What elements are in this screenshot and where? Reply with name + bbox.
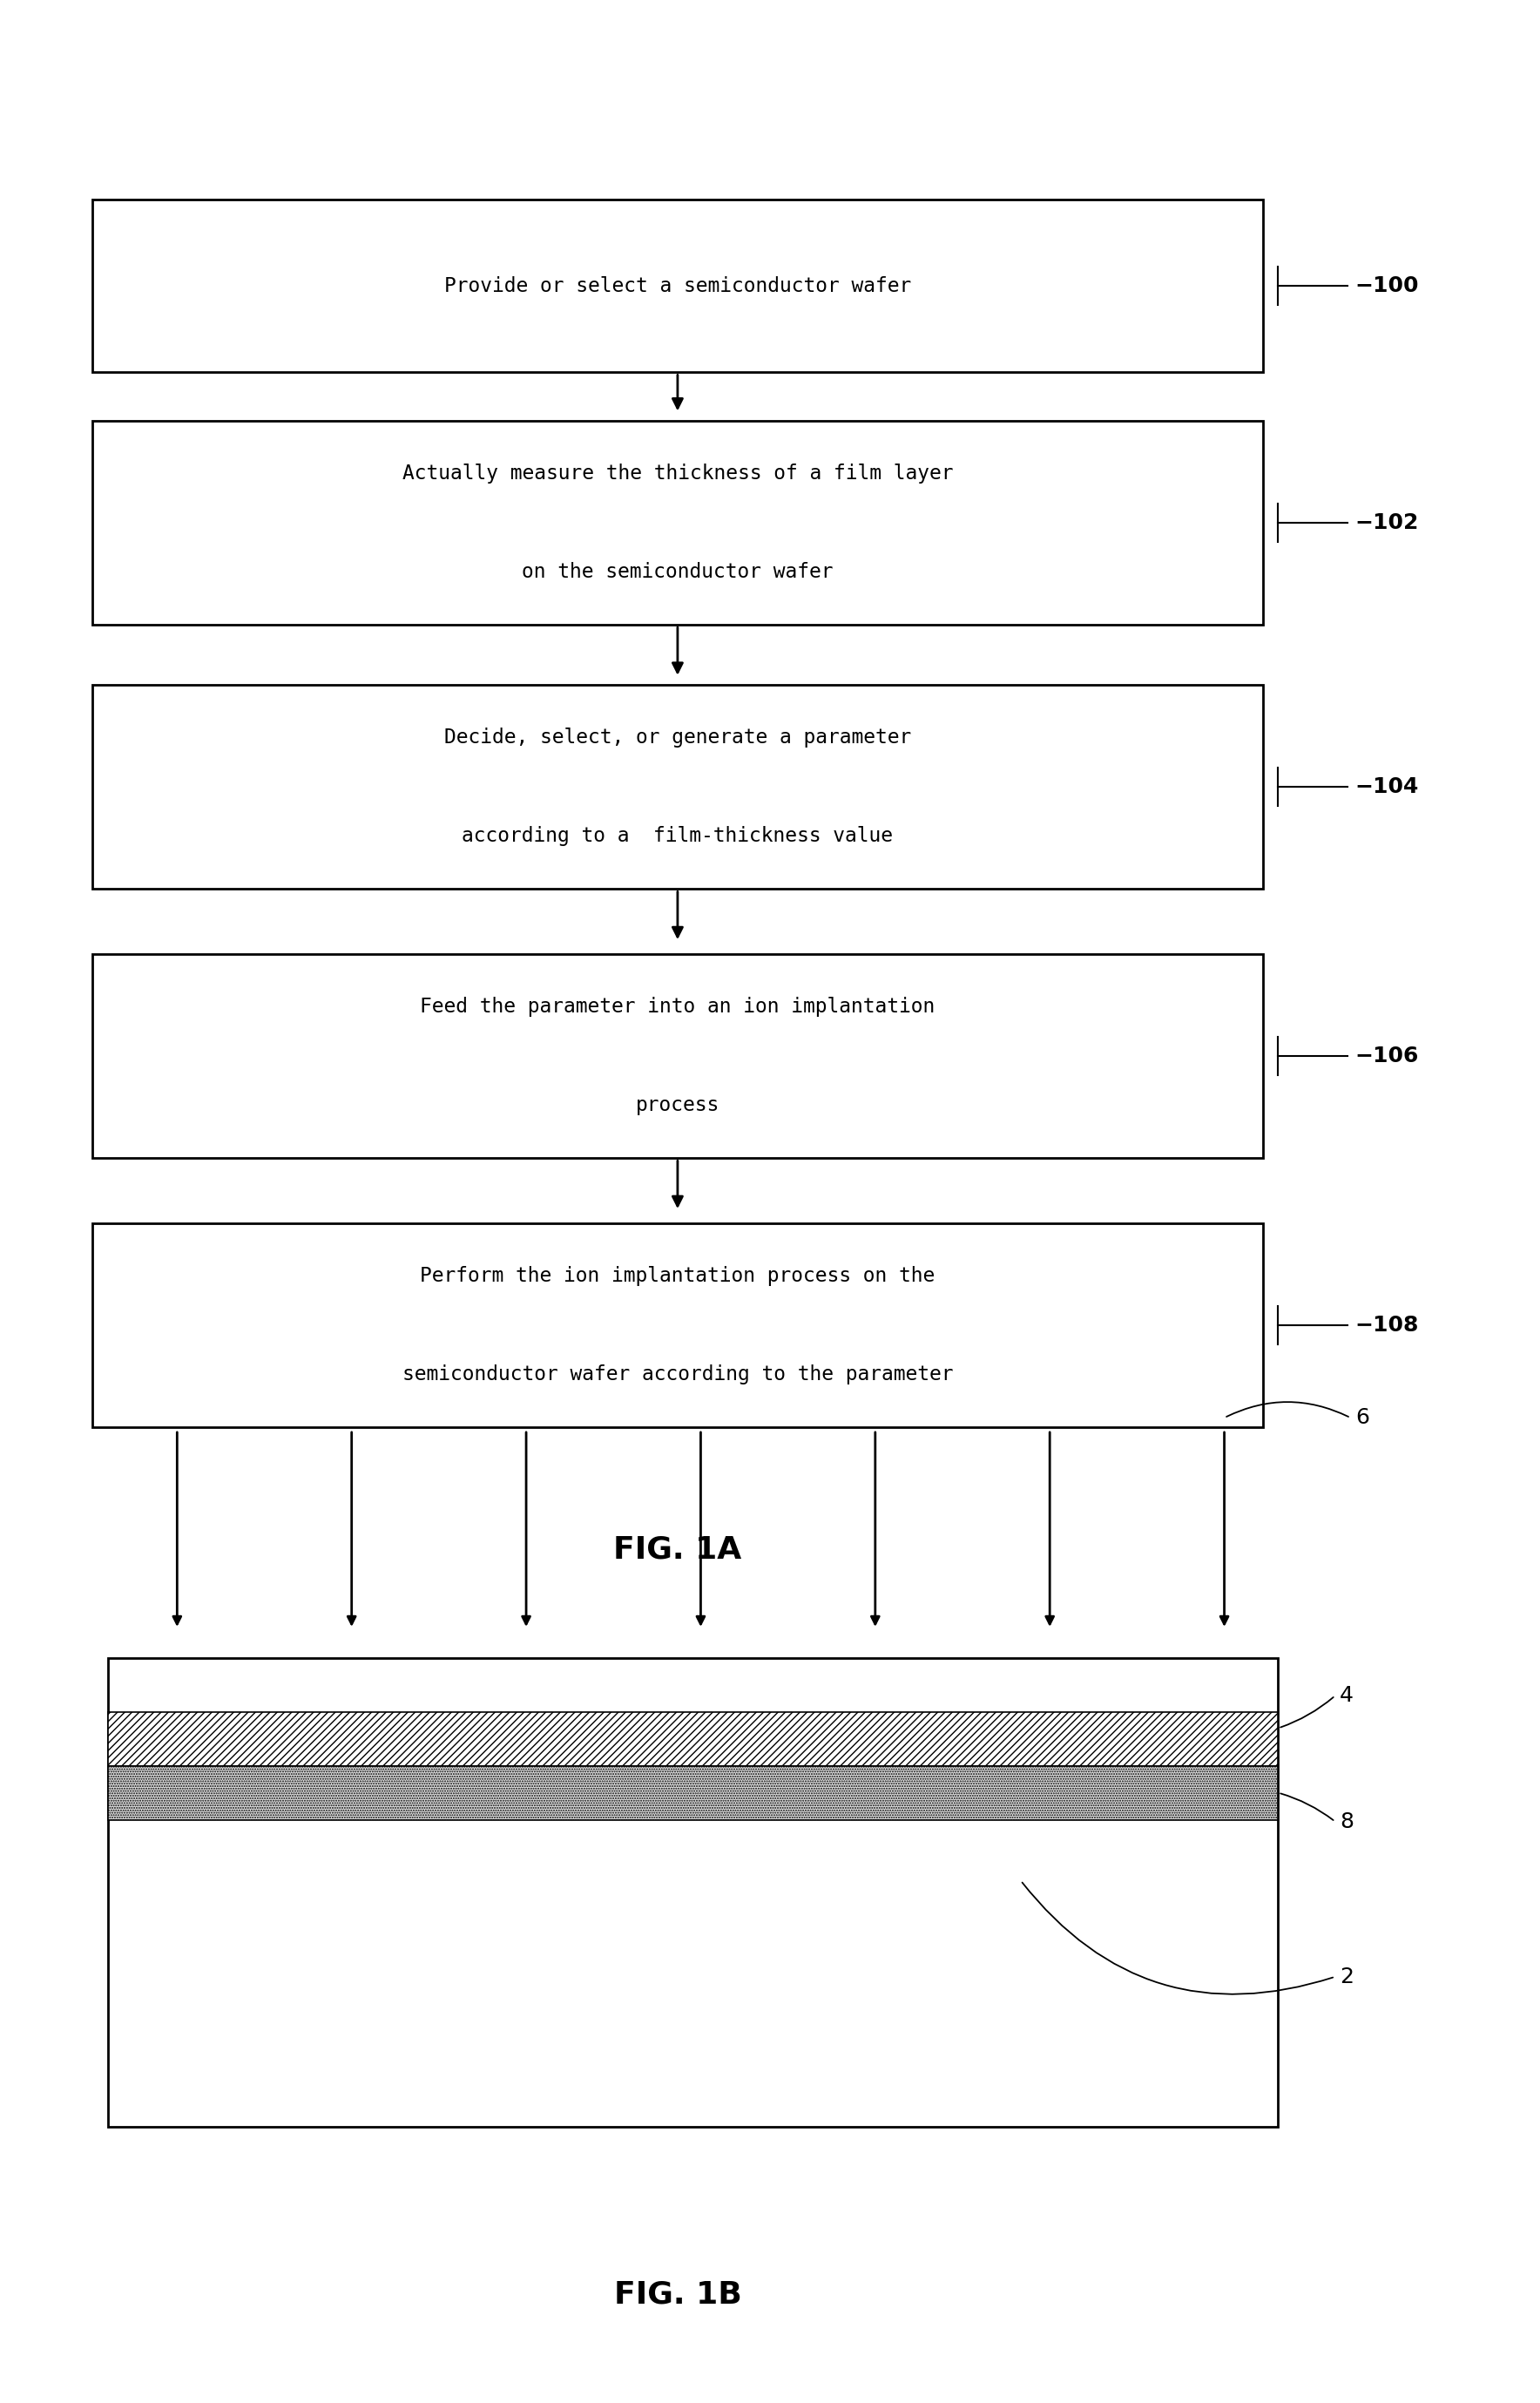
Text: −104: −104 [1355,776,1420,798]
Bar [92,1223,1263,1427]
Text: −102: −102 [1355,512,1420,533]
Bar [92,421,1263,625]
Text: FIG. 1A: FIG. 1A [613,1536,742,1564]
Bar [92,685,1263,889]
Bar [92,954,1263,1158]
Text: 6: 6 [1355,1408,1369,1427]
Text: −106: −106 [1355,1045,1420,1067]
Text: −100: −100 [1355,276,1420,296]
Bar [108,1711,1278,1766]
Text: 4: 4 [1340,1685,1354,1706]
Bar [92,199,1263,372]
Text: Actually measure the thickness of a film layer: Actually measure the thickness of a film… [402,464,953,483]
Text: Provide or select a semiconductor wafer: Provide or select a semiconductor wafer [444,276,912,296]
Text: −108: −108 [1355,1314,1420,1336]
Text: 2: 2 [1340,1966,1354,1987]
Text: Feed the parameter into an ion implantation: Feed the parameter into an ion implantat… [420,997,935,1016]
Text: according to a  film-thickness value: according to a film-thickness value [462,827,893,846]
Text: Decide, select, or generate a parameter: Decide, select, or generate a parameter [444,728,912,747]
Text: semiconductor wafer according to the parameter: semiconductor wafer according to the par… [402,1365,953,1384]
Text: process: process [636,1096,719,1115]
Text: 8: 8 [1340,1812,1354,1831]
Text: Perform the ion implantation process on the: Perform the ion implantation process on … [420,1266,935,1286]
Text: on the semiconductor wafer: on the semiconductor wafer [522,562,833,582]
Bar [108,1766,1278,1819]
Bar [108,1658,1278,2127]
Text: FIG. 1B: FIG. 1B [613,2280,742,2309]
